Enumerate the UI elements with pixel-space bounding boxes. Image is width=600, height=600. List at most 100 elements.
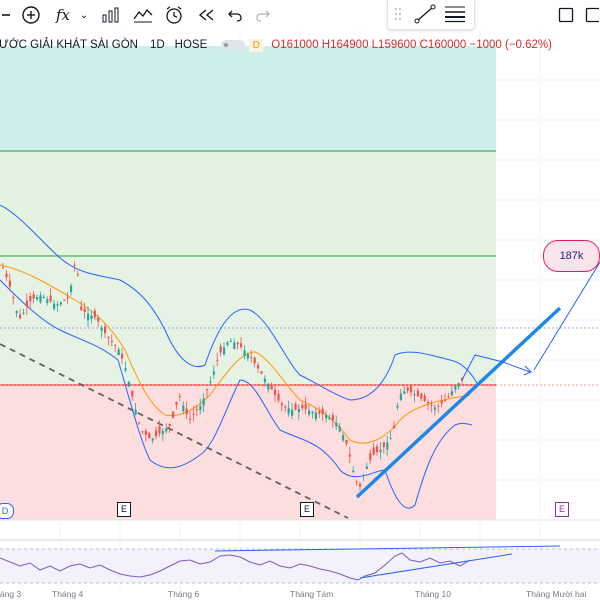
projection-path-short[interactable]	[461, 354, 531, 381]
candle-body	[233, 342, 236, 350]
x-axis-label: Tháng 3	[0, 589, 22, 599]
candle-body	[195, 409, 198, 411]
candle-body	[437, 405, 440, 407]
d-marker[interactable]: D	[0, 503, 14, 519]
candle-body	[406, 387, 409, 391]
candle-body	[420, 393, 423, 399]
candle-body	[189, 418, 192, 420]
rsi-trendline[interactable]	[359, 553, 513, 579]
x-axis-label: Tháng Tám	[290, 589, 334, 599]
candle-body	[379, 449, 382, 453]
candle-body	[104, 326, 107, 334]
candle-body	[90, 315, 93, 320]
indicators-icon[interactable]	[132, 3, 154, 27]
candle-body	[362, 475, 365, 477]
candle-body	[335, 422, 338, 427]
candle-body	[39, 295, 42, 303]
downtrend-dashed-line[interactable]	[0, 343, 349, 519]
candle-body	[430, 404, 433, 406]
support-trendline[interactable]	[355, 306, 562, 499]
candle-body	[450, 391, 453, 396]
target-price-callout[interactable]: 187k	[543, 240, 600, 272]
candle-body	[338, 426, 341, 432]
candle-body	[97, 317, 100, 322]
candle-body	[311, 411, 314, 413]
candle-body	[267, 383, 270, 390]
fib-zone-red	[0, 385, 496, 520]
square-icon[interactable]	[556, 3, 576, 27]
candle-body	[246, 353, 249, 359]
candle-body	[155, 430, 158, 436]
top-toolbar: fx ⌄	[0, 0, 600, 30]
line-settings-icon[interactable]	[444, 5, 466, 23]
drag-handle-icon[interactable]	[394, 6, 402, 22]
plus-circle-icon[interactable]	[20, 3, 42, 27]
candle-body	[294, 403, 297, 410]
candle-body	[5, 273, 8, 278]
dividend-badge[interactable]: D	[249, 38, 264, 52]
candle-body	[144, 431, 147, 435]
candle-body	[301, 405, 304, 409]
candle-body	[107, 336, 110, 338]
candlestick-series[interactable]	[2, 261, 464, 491]
fib-zone-green	[0, 256, 496, 385]
candle-body	[141, 431, 144, 433]
projection-arrowhead-1	[523, 365, 532, 376]
candle-body	[280, 403, 283, 406]
candle-body	[372, 447, 375, 455]
candle-body	[308, 410, 311, 415]
candle-body	[124, 368, 127, 371]
candle-body	[416, 390, 419, 397]
candle-body	[63, 299, 66, 301]
candle-body	[121, 353, 124, 359]
candle-body	[168, 424, 171, 426]
candle-body	[216, 359, 219, 361]
candle-body	[240, 343, 243, 347]
candle-body	[291, 409, 294, 416]
candle-body	[393, 425, 396, 429]
replay-icon[interactable]	[195, 3, 217, 27]
chevron-down-icon[interactable]: ⌄	[79, 9, 89, 21]
candle-body	[158, 426, 161, 434]
candle-body	[36, 297, 39, 300]
candle-body	[345, 439, 348, 444]
e-marker-3[interactable]: E	[555, 502, 569, 517]
candle-body	[369, 453, 372, 461]
candle-body	[73, 264, 76, 266]
more-icon[interactable]	[584, 3, 600, 27]
trendline-icon[interactable]	[414, 4, 436, 24]
candle-body	[257, 365, 260, 369]
candle-body	[427, 401, 430, 404]
plus-icon-partial[interactable]	[0, 3, 14, 27]
rsi-pane-band	[0, 549, 600, 583]
function-icon[interactable]: fx	[55, 6, 70, 24]
candle-body	[250, 357, 253, 359]
bar-chart-icon[interactable]	[100, 3, 122, 27]
candle-body	[277, 394, 280, 401]
symbol-legend[interactable]: ƯỚC GIẢI KHÁT SÀI GÒN 1D HOSE D O161000 …	[0, 37, 552, 53]
symbol-title[interactable]: ƯỚC GIẢI KHÁT SÀI GÒN	[0, 39, 138, 51]
projection-path-long[interactable]	[533, 261, 600, 371]
candle-body	[253, 357, 256, 364]
bollinger-upper	[0, 204, 479, 401]
candle-body	[25, 300, 28, 307]
candle-body	[19, 314, 22, 319]
e-marker-2[interactable]: E	[300, 502, 314, 517]
fib-zone-light-green	[0, 151, 496, 256]
redo-icon[interactable]	[253, 3, 273, 27]
candle-body	[314, 412, 317, 420]
interval-label: 1D	[149, 39, 165, 51]
candle-body	[206, 389, 209, 391]
rsi-trendline-upper[interactable]	[214, 545, 561, 552]
undo-icon[interactable]	[225, 3, 245, 27]
candle-body	[440, 400, 443, 404]
candle-body	[444, 400, 447, 402]
exchange-label: HOSE	[174, 39, 208, 51]
candle-body	[8, 280, 11, 287]
e-marker-1[interactable]: E	[117, 502, 131, 517]
candle-body	[287, 408, 290, 414]
visibility-toggle[interactable]	[221, 40, 246, 50]
alert-clock-icon[interactable]	[163, 3, 185, 27]
candle-body	[202, 398, 205, 406]
